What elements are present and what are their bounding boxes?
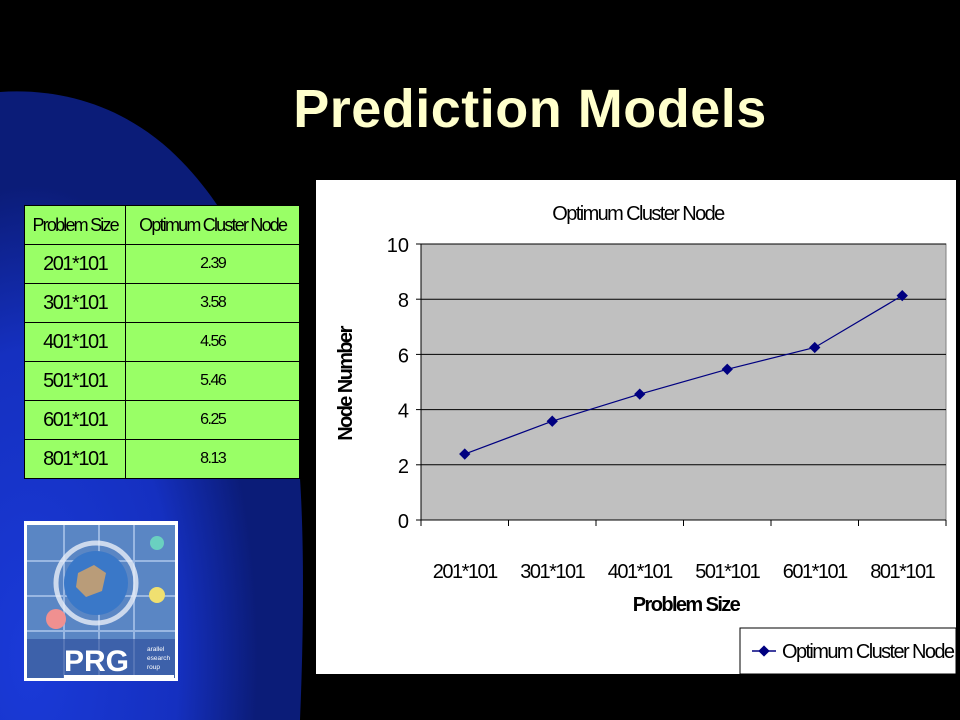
chart-title: Optimum Cluster Node bbox=[552, 203, 725, 225]
table-header-problem-size: Problem Size bbox=[23, 205, 127, 245]
logo-subtext-3: roup bbox=[147, 664, 160, 671]
x-tick-label: 401*101 bbox=[608, 561, 673, 583]
x-tick-label: 501*101 bbox=[695, 561, 760, 583]
x-tick-label: 801*101 bbox=[870, 561, 935, 583]
table-cell-node: 3.58 bbox=[125, 283, 300, 323]
chart-legend: Optimum Cluster Node bbox=[739, 627, 956, 674]
logo-subtext-2: esearch bbox=[147, 655, 171, 662]
data-point bbox=[809, 341, 821, 354]
series-line bbox=[464, 295, 903, 455]
table-cell-node: 5.46 bbox=[125, 361, 300, 401]
table-row: 801*101 8.13 bbox=[23, 439, 300, 479]
data-point bbox=[634, 388, 646, 400]
legend-label: Optimum Cluster Node bbox=[782, 641, 955, 663]
x-axis-label: Problem Size bbox=[633, 594, 741, 616]
legend-marker bbox=[758, 645, 770, 657]
y-tick-label: 0 bbox=[398, 511, 409, 533]
table-row: 301*101 3.58 bbox=[23, 283, 300, 323]
table-cell-size: 201*101 bbox=[23, 244, 127, 284]
line-chart: Optimum Cluster Node 0 2 4 6 8 10 201*101 301*1… bbox=[316, 180, 956, 674]
prg-logo: PRG arallel esearch roup bbox=[24, 521, 178, 681]
table-cell-size: 401*101 bbox=[23, 322, 127, 362]
table-cell-size: 801*101 bbox=[23, 439, 127, 479]
table-cell-node: 2.39 bbox=[125, 244, 300, 284]
table-cell-size: 601*101 bbox=[23, 400, 127, 440]
table-cell-size: 301*101 bbox=[23, 283, 127, 323]
table-cell-node: 6.25 bbox=[125, 400, 300, 440]
table-row: 401*101 4.56 bbox=[23, 322, 300, 362]
table-row: 201*101 2.39 bbox=[23, 244, 300, 284]
x-tick-label: 601*101 bbox=[783, 561, 848, 583]
y-tick-label: 4 bbox=[398, 401, 409, 423]
data-point bbox=[546, 415, 558, 427]
table-row: 601*101 6.25 bbox=[23, 400, 300, 440]
table-cell-node: 8.13 bbox=[125, 439, 300, 479]
plot-area: 0 2 4 6 8 10 201*101 301*101 401*101 501*101 601*1… bbox=[387, 235, 947, 583]
x-tick-label: 301*101 bbox=[520, 561, 585, 583]
y-tick-label: 2 bbox=[398, 456, 409, 478]
slide-title: Prediction Models bbox=[293, 79, 767, 139]
data-point bbox=[721, 363, 733, 375]
y-tick-label: 6 bbox=[398, 345, 409, 367]
y-tick-label: 8 bbox=[398, 290, 409, 312]
table-cell-node: 4.56 bbox=[125, 322, 300, 362]
table-header-optimum-node: Optimum Cluster Node bbox=[125, 205, 300, 245]
x-tick-label: 201*101 bbox=[433, 561, 498, 583]
table-row: 501*101 5.46 bbox=[23, 361, 300, 401]
logo-text: PRG bbox=[64, 645, 129, 678]
data-table: Problem Size Optimum Cluster Node 201*10… bbox=[23, 205, 300, 479]
y-tick-label: 10 bbox=[387, 235, 409, 257]
table-cell-size: 501*101 bbox=[23, 361, 127, 401]
y-axis-label: Node Number bbox=[335, 325, 357, 440]
data-point bbox=[459, 448, 471, 460]
table-header-row: Problem Size Optimum Cluster Node bbox=[23, 205, 300, 245]
logo-subtext-1: arallel bbox=[147, 646, 165, 653]
